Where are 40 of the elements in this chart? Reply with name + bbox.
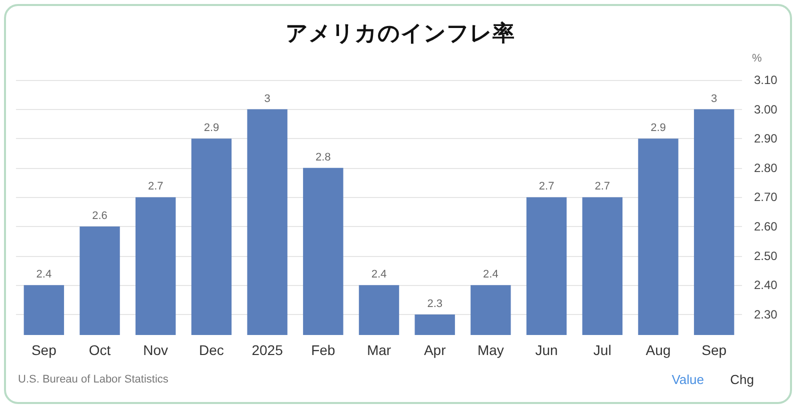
y-tick-label: 2.30 <box>754 307 778 322</box>
data-label: 2.7 <box>594 180 610 193</box>
x-tick-label: May <box>477 342 504 358</box>
data-label: 2.7 <box>538 180 554 193</box>
chart-title: アメリカのインフレ率 <box>286 20 514 46</box>
x-tick-label: Dec <box>199 342 224 358</box>
data-label: 2.9 <box>650 122 666 134</box>
data-label: 2.7 <box>148 180 164 193</box>
x-tick-label: Aug <box>646 342 671 358</box>
text: Value <box>672 372 704 387</box>
data-label: 2.6 <box>92 210 108 222</box>
data-label: 2.9 <box>204 122 220 134</box>
x-tick-label: Feb <box>311 342 336 358</box>
x-tick-label: Jun <box>535 342 558 358</box>
data-label: 2.4 <box>371 268 387 281</box>
text: U.S. Bureau of Labor Statistics <box>18 374 169 386</box>
x-tick-label: 2025 <box>252 342 284 358</box>
x-tick-label: Oct <box>88 342 111 358</box>
x-tick-label: Apr <box>424 342 446 358</box>
y-tick-label: 2.80 <box>754 160 778 175</box>
y-tick-label: 3.00 <box>754 102 778 116</box>
y-tick-label: 2.40 <box>754 278 778 292</box>
y-tick-label: 2.90 <box>754 132 778 146</box>
x-tick-label: Mar <box>366 342 392 358</box>
y-axis-title: % <box>752 52 762 64</box>
data-label: 2.8 <box>316 151 331 164</box>
y-tick-label: 3.10 <box>754 73 778 87</box>
data-label: 2.3 <box>427 298 442 310</box>
x-tick-label: Sep <box>31 342 57 358</box>
y-tick-label: 2.50 <box>754 248 778 263</box>
y-tick-label: 2.70 <box>754 190 778 204</box>
data-label: 3 <box>264 92 270 105</box>
x-tick-label: Jul <box>593 342 612 358</box>
data-label: 2.4 <box>36 268 52 281</box>
y-tick-label: 2.60 <box>754 220 778 234</box>
x-tick-label: Sep <box>702 342 727 358</box>
data-label: 3 <box>711 92 718 105</box>
data-label: 2.4 <box>483 268 498 281</box>
x-tick-label: Nov <box>143 342 168 358</box>
text: Chg <box>730 372 754 387</box>
